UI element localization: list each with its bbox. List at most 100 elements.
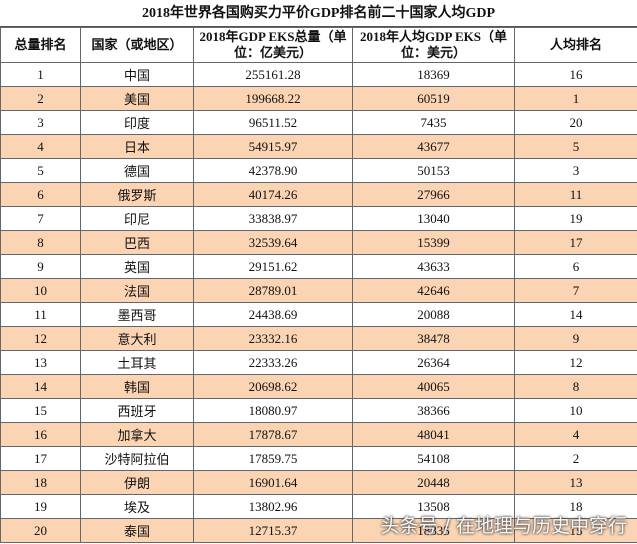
table-cell: 泰国	[80, 518, 194, 543]
table-cell: 印度	[80, 110, 194, 135]
table-cell: 9	[0, 254, 81, 279]
table-cell: 俄罗斯	[80, 182, 194, 207]
table-cell: 96511.52	[193, 110, 353, 135]
table-cell: 15399	[352, 230, 515, 255]
table-cell: 48041	[352, 422, 515, 447]
table-cell: 8	[514, 374, 637, 399]
table-cell: 4	[0, 134, 81, 159]
table-cell: 2	[514, 446, 637, 471]
table-cell: 6	[0, 182, 81, 207]
table-cell: 33838.97	[193, 206, 353, 231]
table-row: 5 德国 42378.90 50153 3	[0, 158, 637, 183]
table-cell: 16901.64	[193, 470, 353, 495]
table-cell: 18	[0, 470, 81, 495]
table-row: 1 中国 255161.28 18369 16	[0, 62, 637, 87]
table-cell: 18835	[352, 518, 515, 543]
table-cell: 3	[0, 110, 81, 135]
table-cell: 13802.96	[193, 494, 353, 519]
table-cell: 韩国	[80, 374, 194, 399]
table-cell: 12	[0, 326, 81, 351]
table-cell: 7	[514, 278, 637, 303]
header-cell: 2018年GDP EKS总量（单位：亿美元）	[193, 27, 353, 63]
table-cell: 22333.26	[193, 350, 353, 375]
table-row: 19 埃及 13802.96 13508 18	[0, 494, 637, 519]
table-cell: 23332.16	[193, 326, 353, 351]
table-cell: 27966	[352, 182, 515, 207]
table-cell: 7	[0, 206, 81, 231]
table-cell: 15	[0, 398, 81, 423]
table-cell: 12715.37	[193, 518, 353, 543]
table-cell: 10	[514, 398, 637, 423]
table-cell: 20088	[352, 302, 515, 327]
table-cell: 11	[0, 302, 81, 327]
table-cell: 法国	[80, 278, 194, 303]
table-row: 3 印度 96511.52 7435 20	[0, 110, 637, 135]
table-cell: 16	[0, 422, 81, 447]
table-cell: 18080.97	[193, 398, 353, 423]
table-cell: 19	[514, 206, 637, 231]
header-cell: 总量排名	[0, 27, 81, 63]
table-cell: 中国	[80, 62, 194, 87]
table-cell: 14	[514, 302, 637, 327]
table-row: 12 意大利 23332.16 38478 9	[0, 326, 637, 351]
table-cell: 1	[514, 86, 637, 111]
table-cell: 日本	[80, 134, 194, 159]
table-cell: 7435	[352, 110, 515, 135]
table-body: 总量排名 国家（或地区） 2018年GDP EKS总量（单位：亿美元） 2018年人均…	[0, 27, 637, 543]
table-cell: 德国	[80, 158, 194, 183]
table-cell: 19	[0, 494, 81, 519]
table-row: 7 印尼 33838.97 13040 19	[0, 206, 637, 231]
table-cell: 英国	[80, 254, 194, 279]
table-cell: 40065	[352, 374, 515, 399]
table-cell: 巴西	[80, 230, 194, 255]
table-cell: 墨西哥	[80, 302, 194, 327]
table-cell: 24438.69	[193, 302, 353, 327]
table-row: 16 加拿大 17878.67 48041 4	[0, 422, 637, 447]
header-cell: 人均排名	[514, 27, 637, 63]
watermark: 头条号 / 在地理与历史中穿行	[380, 515, 627, 537]
table-cell: 印尼	[80, 206, 194, 231]
table-row: 10 法国 28789.01 42646 7	[0, 278, 637, 303]
table-cell: 13	[514, 470, 637, 495]
table-cell: 20448	[352, 470, 515, 495]
table-cell: 加拿大	[80, 422, 194, 447]
table-row: 6 俄罗斯 40174.26 27966 11	[0, 182, 637, 207]
table-cell: 13040	[352, 206, 515, 231]
table-title: 2018年世界各国购买力平价GDP排名前二十国家人均GDP	[0, 0, 637, 27]
table-cell: 17	[0, 446, 81, 471]
table-row: 8 巴西 32539.64 15399 17	[0, 230, 637, 255]
table-row: 15 西班牙 18080.97 38366 10	[0, 398, 637, 423]
table-cell: 32539.64	[193, 230, 353, 255]
table-cell: 埃及	[80, 494, 194, 519]
table-cell: 20698.62	[193, 374, 353, 399]
table-cell: 54915.97	[193, 134, 353, 159]
table-cell: 16	[514, 62, 637, 87]
table-cell: 42646	[352, 278, 515, 303]
table-cell: 40174.26	[193, 182, 353, 207]
table-cell: 美国	[80, 86, 194, 111]
header-row: 总量排名 国家（或地区） 2018年GDP EKS总量（单位：亿美元） 2018年人均…	[0, 27, 637, 63]
table-row: 20 泰国 12715.37 18835 15	[0, 518, 637, 543]
table-cell: 255161.28	[193, 62, 353, 87]
table-cell: 土耳其	[80, 350, 194, 375]
table-cell: 42378.90	[193, 158, 353, 183]
table-cell: 意大利	[80, 326, 194, 351]
table-cell: 14	[0, 374, 81, 399]
data-table: 总量排名 国家（或地区） 2018年GDP EKS总量（单位：亿美元） 2018年人均…	[0, 27, 637, 543]
table-cell: 沙特阿拉伯	[80, 446, 194, 471]
table-cell: 4	[514, 422, 637, 447]
table-row: 13 土耳其 22333.26 26364 12	[0, 350, 637, 375]
table-row: 4 日本 54915.97 43677 5	[0, 134, 637, 159]
table-cell: 2	[0, 86, 81, 111]
table-row: 2 美国 199668.22 60519 1	[0, 86, 637, 111]
table-cell: 20	[0, 518, 81, 543]
table-row: 17 沙特阿拉伯 17859.75 54108 2	[0, 446, 637, 471]
header-cell: 国家（或地区）	[80, 27, 194, 63]
table-cell: 9	[514, 326, 637, 351]
table-cell: 13508	[352, 494, 515, 519]
table-cell: 28789.01	[193, 278, 353, 303]
table-cell: 54108	[352, 446, 515, 471]
table-cell: 15	[514, 518, 637, 543]
table-cell: 17	[514, 230, 637, 255]
